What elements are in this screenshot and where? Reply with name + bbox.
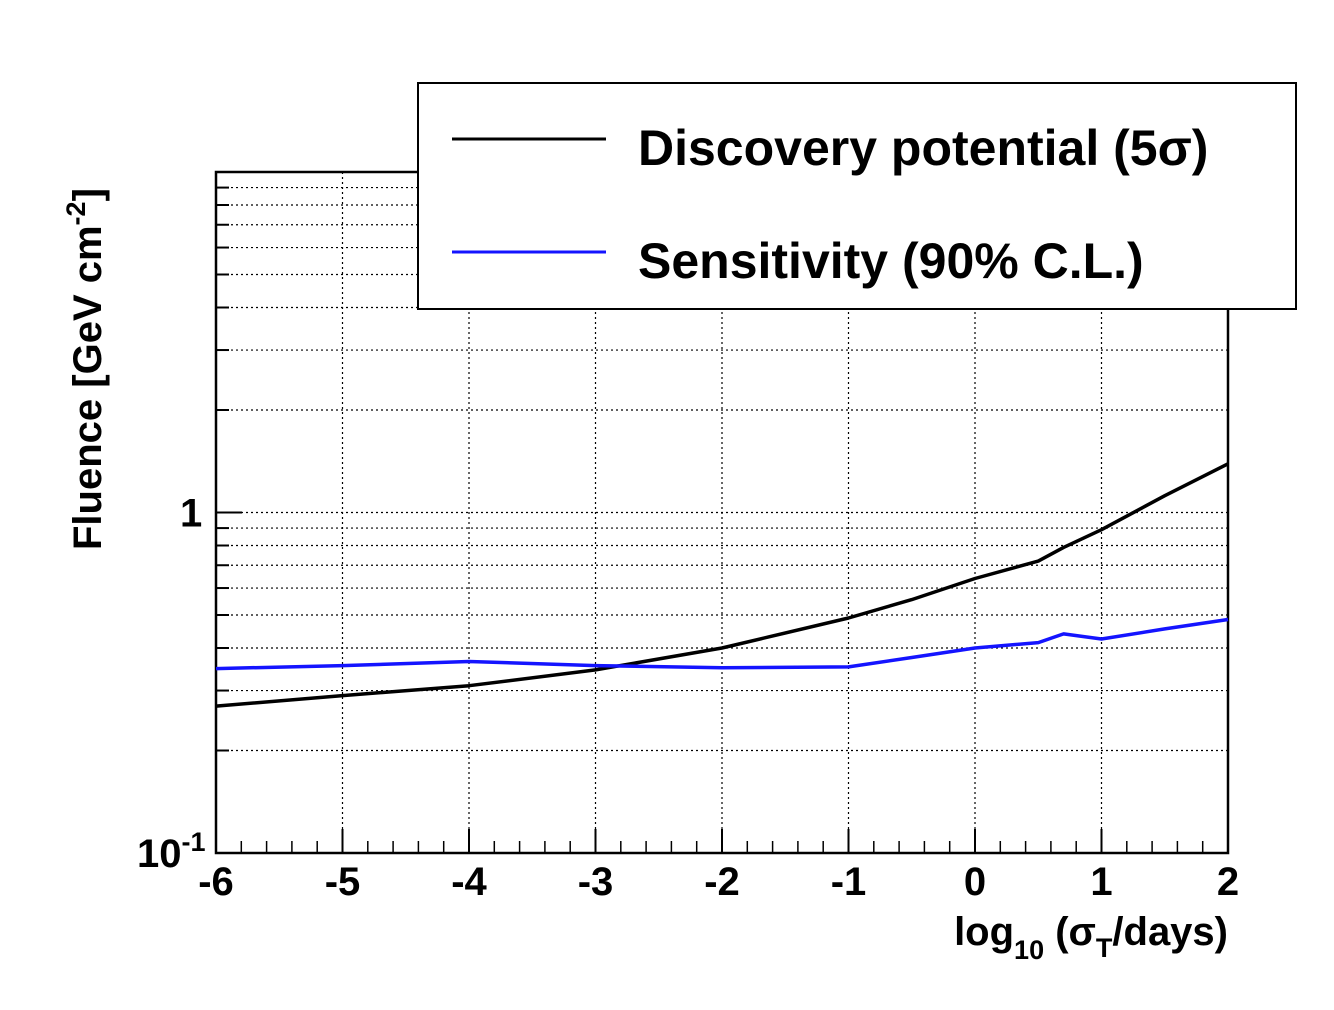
y-axis-label-end: ]: [66, 188, 110, 201]
x-tick-labels: -6 -5 -4 -3 -2 -1 0 1 2: [198, 860, 1239, 904]
y-axis-label-sup: -2: [61, 201, 91, 225]
x-axis-label: log10 (σT/days): [954, 910, 1228, 965]
x-tick-label: -6: [198, 860, 234, 904]
legend-label-discovery: Discovery potential (5σ): [638, 120, 1208, 176]
y-tick-label: 10-1: [137, 827, 206, 876]
x-axis-label-mid: (σ: [1044, 910, 1096, 954]
x-axis-label-sub2: T: [1096, 933, 1113, 963]
y-tick-label: 1: [180, 492, 202, 536]
series-lines: [215, 462, 1229, 708]
x-tick-label: -1: [831, 860, 867, 904]
legend: Discovery potential (5σ) Sensitivity (90…: [417, 82, 1297, 310]
series-line-1: [215, 617, 1229, 671]
y-axis-label: Fluence [GeV cm-2]: [61, 188, 110, 550]
x-tick-label: -2: [704, 860, 740, 904]
legend-box: [417, 82, 1297, 310]
x-axis-label-sub1: 10: [1014, 935, 1044, 965]
x-tick-label: -4: [451, 860, 487, 904]
x-tick-label: 2: [1217, 860, 1239, 904]
axis-ticks: [215, 186, 1229, 854]
x-axis-label-end: /days): [1112, 910, 1228, 954]
series-line-0: [215, 462, 1229, 708]
y-axis-label-main: Fluence [GeV cm: [66, 225, 110, 550]
x-tick-label: 1: [1090, 860, 1112, 904]
x-axis-label-main: log: [954, 910, 1014, 954]
x-tick-label: -3: [578, 860, 614, 904]
x-tick-label: -5: [325, 860, 361, 904]
legend-label-sensitivity: Sensitivity (90% C.L.): [638, 233, 1144, 289]
y-tick-labels: 10-1 1: [137, 492, 206, 877]
x-tick-label: 0: [964, 860, 986, 904]
